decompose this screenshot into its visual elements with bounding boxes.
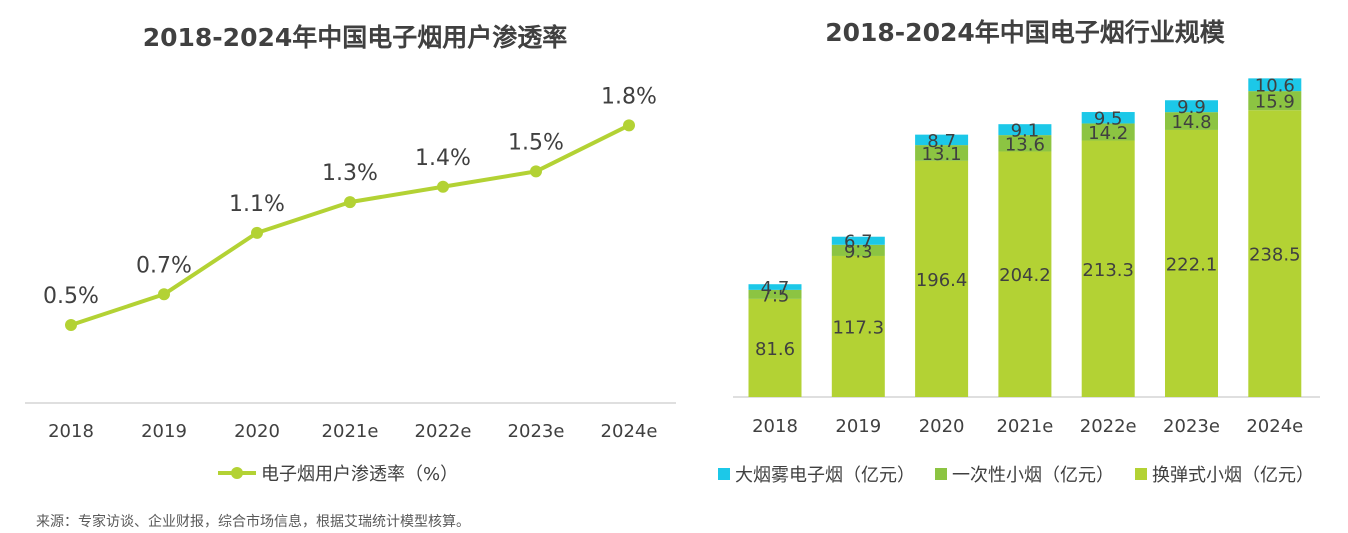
line-data-label: 1.3% <box>322 161 378 186</box>
bar-segment <box>915 160 969 397</box>
bar-segment <box>1081 140 1135 397</box>
line-chart-title: 2018-2024年中国电子烟用户渗透率 <box>143 23 568 52</box>
bar-segment <box>748 289 802 299</box>
bar-legend-swatch <box>1135 468 1147 480</box>
line-legend: 电子烟用户渗透率（%） <box>218 464 458 485</box>
line-point <box>530 165 542 178</box>
bar-x-tick-labels: 2018 2019 2020 2021e 2022e 2023e 2024e <box>752 416 1303 437</box>
line-x-tick-label: 2024e <box>601 421 658 442</box>
line-x-tick-label: 2020 <box>234 421 280 442</box>
bar-data-label: 9.9 <box>1177 97 1206 118</box>
line-plot-area: 0.5% 0.7% 1.1% 1.3% 1.4% 1.5% 1.8% <box>43 84 657 331</box>
bar-x-tick-label: 2023e <box>1163 416 1220 437</box>
bar-segment <box>1248 110 1302 397</box>
bar-data-label: 14.2 <box>1088 123 1128 144</box>
bar-legend-label: 换弹式小烟（亿元） <box>1152 465 1314 486</box>
line-point <box>65 319 77 331</box>
bar-data-label: 15.9 <box>1255 92 1295 113</box>
bar-data-label: 6.7 <box>844 232 873 253</box>
bar-segment <box>1165 129 1218 397</box>
bar-legend: 大烟雾电子烟（亿元） 一次性小烟（亿元） 换弹式小烟（亿元） <box>718 465 1314 486</box>
bar-legend-label: 一次性小烟（亿元） <box>952 465 1114 486</box>
bar-segment <box>1248 78 1302 92</box>
line-data-label: 1.8% <box>601 84 657 109</box>
bar-segment <box>998 151 1052 397</box>
line-x-tick-label: 2018 <box>48 421 94 442</box>
bar-segment <box>748 284 802 290</box>
bar-data-label: 13.1 <box>922 144 962 165</box>
bar-data-label: 222.1 <box>1166 254 1218 275</box>
bar-segment <box>831 244 885 256</box>
bar-segment <box>1165 100 1218 113</box>
line-data-label: 0.7% <box>136 253 192 278</box>
bar-data-label: 10.6 <box>1255 76 1295 97</box>
bar-data-label: 8.7 <box>927 131 956 152</box>
source-note: 来源：专家访谈、企业财报，综合市场信息，根据艾瑞统计模型核算。 <box>36 513 470 530</box>
line-point <box>437 180 449 193</box>
bar-data-label: 117.3 <box>833 317 885 338</box>
bar-legend-label: 大烟雾电子烟（亿元） <box>735 465 915 486</box>
line-x-tick-label: 2022e <box>415 421 472 442</box>
bar-x-tick-label: 2020 <box>919 416 965 437</box>
line-data-label: 1.4% <box>415 146 471 171</box>
line-point <box>623 119 635 132</box>
bar-segment <box>998 135 1052 152</box>
bar-data-label: 7.5 <box>761 285 790 306</box>
bar-segment <box>748 298 802 397</box>
bar-segment <box>915 145 969 161</box>
bar-segment <box>1081 123 1135 141</box>
bar-data-label: 213.3 <box>1082 260 1134 281</box>
bar-chart-panel: 2018-2024年中国电子烟行业规模 81.6 7.54.7 117.3 9.36.… <box>718 18 1320 486</box>
line-point <box>251 226 263 239</box>
line-legend-label: 电子烟用户渗透率（%） <box>261 464 458 485</box>
bar-data-label: 9.3 <box>844 241 873 262</box>
bar-legend-swatch <box>935 468 947 480</box>
line-point <box>158 288 170 301</box>
line-data-label: 1.1% <box>229 192 285 217</box>
line-x-tick-labels: 2018 2019 2020 2021e 2022e 2023e 2024e <box>48 421 657 442</box>
line-x-tick-label: 2023e <box>508 421 565 442</box>
bar-segment <box>831 236 885 245</box>
bar-segment <box>1165 112 1218 130</box>
bar-x-tick-label: 2018 <box>752 416 798 437</box>
bar-x-tick-label: 2019 <box>835 416 881 437</box>
bar-segment <box>831 255 885 397</box>
line-chart-panel: 2018-2024年中国电子烟用户渗透率 0.5% 0.7% 1.1% 1.3% 1.4… <box>25 23 676 485</box>
bar-data-label: 81.6 <box>755 339 795 360</box>
bar-data-label: 4.7 <box>761 278 790 299</box>
bar-x-tick-label: 2022e <box>1080 416 1137 437</box>
line-data-label: 0.5% <box>43 284 99 309</box>
bar-data-label: 204.2 <box>999 265 1051 286</box>
line-x-tick-label: 2019 <box>141 421 187 442</box>
bar-chart-title: 2018-2024年中国电子烟行业规模 <box>825 18 1226 47</box>
bar-segment <box>915 134 969 146</box>
bar-segment <box>1081 112 1135 124</box>
bar-data-label: 238.5 <box>1249 245 1301 266</box>
bar-plot-area: 81.6 7.54.7 117.3 9.36.7 196.4 13.18.7 204.2 13… <box>748 76 1302 397</box>
bar-data-label: 14.8 <box>1171 112 1211 133</box>
line-point <box>344 196 356 209</box>
bar-data-label: 13.6 <box>1005 134 1045 155</box>
bar-x-tick-label: 2021e <box>996 416 1053 437</box>
bar-x-tick-label: 2024e <box>1246 416 1303 437</box>
bar-segment <box>998 124 1052 136</box>
bar-data-label: 9.5 <box>1094 109 1123 130</box>
bar-legend-swatch <box>718 468 730 480</box>
line-legend-marker <box>231 467 243 479</box>
bar-data-label: 196.4 <box>916 270 968 291</box>
bar-segment <box>1248 91 1302 111</box>
line-x-tick-label: 2021e <box>322 421 379 442</box>
bar-data-label: 9.1 <box>1011 121 1040 142</box>
line-data-label: 1.5% <box>508 130 564 155</box>
